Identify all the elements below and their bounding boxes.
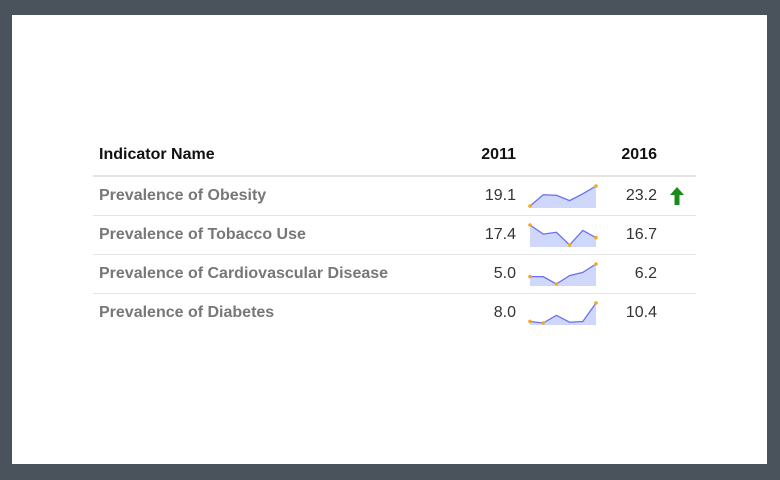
sparkline-cell — [516, 254, 609, 294]
sparkline — [527, 262, 598, 286]
sparkline-point — [527, 204, 532, 208]
sparkline-point — [593, 301, 598, 305]
up-arrow-icon — [669, 186, 684, 205]
sparkline-cell — [516, 294, 609, 333]
table-row: Prevalence of Tobacco Use 17.4 16.7 — [93, 215, 696, 255]
sparkline-line — [529, 263, 596, 285]
end-value: 6.2 — [609, 254, 657, 294]
sparkline-point — [567, 243, 571, 247]
sparkline-point — [593, 184, 598, 188]
sparkline-area — [529, 264, 596, 286]
end-value: 10.4 — [625, 304, 657, 321]
sparkline-point — [593, 262, 598, 266]
sparkline-area — [529, 186, 596, 208]
start-value: 19.1 — [449, 176, 516, 216]
trend-cell — [657, 254, 696, 294]
sparkline-cell — [516, 215, 609, 255]
sparkline-area — [529, 225, 596, 247]
sparkline-point — [527, 223, 532, 227]
indicator-name: Prevalence of Tobacco Use — [93, 215, 449, 255]
indicator-name: Prevalence of Cardiovascular Disease — [93, 254, 449, 294]
indicator-name: Prevalence of Obesity — [93, 176, 449, 216]
table-row: Prevalence of Cardiovascular Disease 5.0… — [93, 254, 696, 294]
trend-cell — [657, 215, 696, 255]
table-row: Prevalence of Obesity 19.1 23.2 — [93, 176, 696, 216]
header-start-year: 2011 — [449, 135, 516, 177]
end-value: 23.2 — [609, 176, 657, 216]
header-indicator-name: Indicator Name — [93, 135, 449, 177]
table-header-row: Indicator Name 2011 2016 — [93, 135, 696, 177]
sparkline-area — [529, 303, 596, 325]
sparkline-point — [527, 274, 532, 279]
sparkline-line — [529, 302, 597, 324]
sparkline-point — [593, 235, 598, 240]
indicator-name: Prevalence of Diabetes — [99, 304, 275, 321]
sparkline-cell — [516, 176, 609, 216]
header-sparkline — [516, 135, 609, 177]
sparkline-line — [529, 185, 596, 207]
sparkline-point — [554, 282, 558, 286]
start-value: 17.4 — [449, 215, 516, 255]
indicator-table-container: Indicator Name 2011 2016 Prevalence of O… — [93, 135, 696, 332]
content-panel: Indicator Name 2011 2016 Prevalence of O… — [12, 15, 767, 464]
trend-cell — [657, 294, 696, 333]
sparkline — [527, 301, 598, 325]
sparkline-point — [540, 321, 545, 325]
start-value: 5.0 — [449, 254, 516, 294]
table-row: Prevalence of Diabetes 8.0 10.4 — [93, 294, 696, 333]
trend-cell — [657, 176, 696, 216]
sparkline — [527, 184, 598, 208]
sparkline — [527, 223, 598, 247]
start-value: 8.0 — [493, 304, 516, 321]
end-value: 16.7 — [609, 215, 657, 255]
header-trend — [657, 135, 696, 177]
sparkline-point — [527, 319, 532, 324]
header-end-year: 2016 — [609, 135, 657, 177]
sparkline-line — [529, 224, 596, 246]
indicator-table: Indicator Name 2011 2016 Prevalence of O… — [93, 135, 696, 332]
